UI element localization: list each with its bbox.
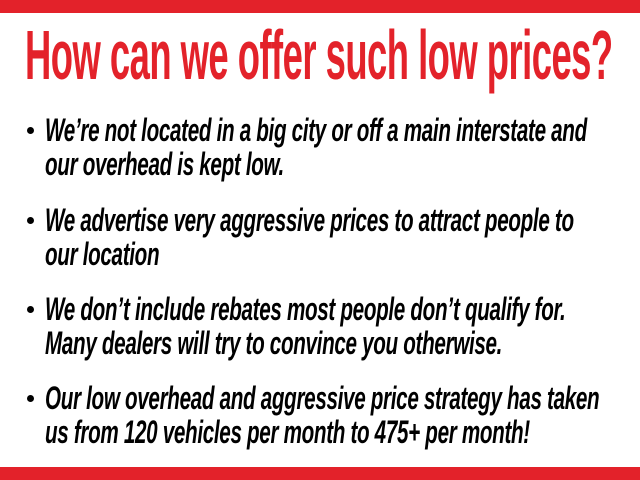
bullet-text: We’re not located in a big city or off a… [45, 112, 587, 182]
bullet-dot [27, 306, 34, 313]
bullet-text: We don’t include rebates most people don… [45, 291, 566, 361]
bullet-line: We don’t include rebates most people don… [45, 291, 566, 327]
bullet-line: our location [45, 236, 160, 272]
bullet-item: We don’t include rebates most people don… [0, 292, 640, 360]
bullet-line: Our low overhead and aggressive price st… [45, 380, 600, 416]
bottom-red-bar [0, 467, 640, 480]
bullet-line: We’re not located in a big city or off a… [45, 112, 587, 148]
bullet-item: Our low overhead and aggressive price st… [0, 381, 640, 449]
page-title: How can we offer such low prices? [25, 16, 613, 94]
bullet-dot [27, 395, 34, 402]
bullet-line: our overhead is kept low. [45, 146, 284, 182]
bullet-line: We advertise very aggressive prices to a… [45, 202, 574, 238]
bullet-item: We advertise very aggressive prices to a… [0, 203, 640, 271]
bullet-line: Many dealers will try to convince you ot… [45, 325, 503, 361]
bullet-dot [27, 127, 34, 134]
bullet-text: Our low overhead and aggressive price st… [45, 380, 600, 450]
bullet-text: We advertise very aggressive prices to a… [45, 202, 574, 272]
bullet-item: We’re not located in a big city or off a… [0, 113, 640, 181]
bullet-dot [27, 217, 34, 224]
bullet-line: us from 120 vehicles per month to 475+ p… [45, 414, 530, 450]
top-red-bar [0, 0, 640, 13]
